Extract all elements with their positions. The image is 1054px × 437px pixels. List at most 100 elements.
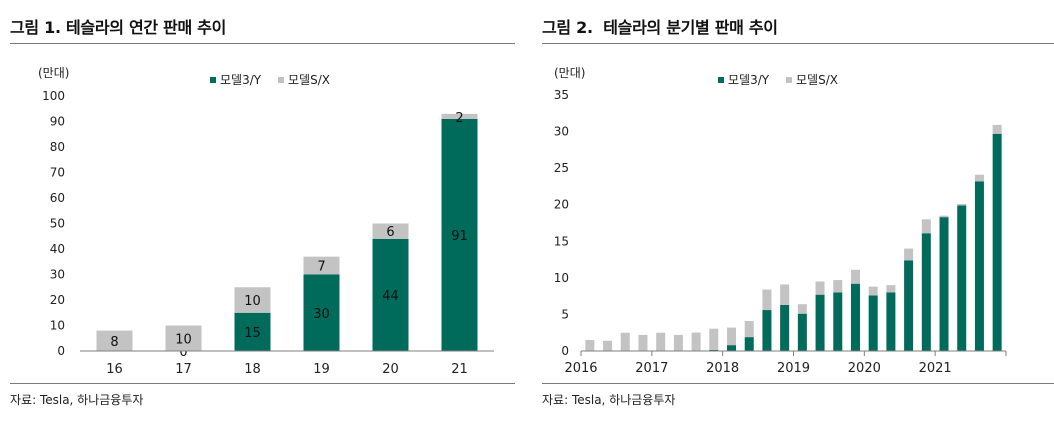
bar-segment [780, 284, 790, 305]
bar-segment [957, 205, 967, 351]
legend-swatch [718, 77, 724, 83]
legend-swatch [786, 77, 792, 83]
y-tick-label: 5 [561, 307, 569, 321]
legend-label: 모델3/Y [220, 73, 262, 87]
bar-segment [886, 285, 896, 293]
quarterly-sales-panel: 그림 2. 테슬라의 분기별 판매 추이 (만대) 0 5 10 15 20 25 30 35 2… [532, 0, 1054, 437]
bar-segment [868, 286, 878, 296]
title-divider [542, 43, 1054, 44]
y-tick-label: 20 [50, 293, 65, 307]
bar-segment [234, 287, 271, 313]
y-tick-label: 10 [50, 319, 65, 333]
x-tick-label: 19 [313, 362, 330, 377]
bar-segment [727, 327, 737, 346]
footer-divider [542, 383, 1054, 384]
bar-segment [957, 203, 967, 206]
chart-title: 그림 2. 테슬라의 분기별 판매 추이 [542, 18, 778, 37]
data-label: 44 [382, 289, 399, 304]
y-tick-label: 10 [554, 271, 569, 285]
x-tick-label: 2020 [848, 361, 881, 376]
bar-segment [833, 292, 843, 351]
bar-segment [939, 215, 949, 218]
legend-label: 모델S/X [796, 73, 838, 87]
data-label: 15 [244, 326, 261, 341]
bar-segment [165, 325, 202, 351]
x-tick-label: 21 [451, 362, 468, 377]
bar-segment [709, 328, 719, 350]
x-tick-label: 2018 [706, 361, 739, 376]
bar-segment [638, 334, 648, 351]
bar-segment [886, 292, 896, 351]
data-label: 91 [451, 229, 468, 244]
data-label: 2 [455, 111, 463, 126]
legend-label: 모델S/X [288, 73, 330, 87]
bar-segment [96, 330, 133, 351]
y-tick-label: 80 [50, 140, 65, 154]
legend-label: 모델3/Y [728, 73, 770, 87]
bar-segment [921, 233, 931, 351]
x-tick-label: 2016 [564, 361, 597, 376]
bar-segment [441, 113, 478, 119]
x-tick-label: 17 [175, 362, 192, 377]
bar-segment [797, 304, 807, 314]
x-tick-label: 2017 [635, 361, 668, 376]
bar-segment [939, 217, 949, 351]
y-tick-label: 20 [554, 198, 569, 212]
bar-segment [620, 332, 630, 351]
bar-segment [904, 248, 914, 261]
y-tick-label: 0 [57, 344, 65, 358]
chart-title: 그림 1. 테슬라의 연간 판매 추이 [10, 18, 227, 37]
bar-segment [441, 118, 478, 351]
x-tick-label: 20 [382, 362, 399, 377]
bar-segment [603, 340, 613, 351]
data-label: 6 [386, 225, 394, 240]
data-label: 10 [244, 294, 261, 309]
title-divider [10, 43, 515, 44]
bar-segment [992, 133, 1002, 351]
data-label: 10 [175, 332, 192, 347]
bar-segment [303, 256, 340, 275]
bar-segment [904, 260, 914, 351]
x-tick-label: 18 [244, 362, 261, 377]
data-label: 8 [110, 335, 118, 350]
unit-label: (만대) [554, 66, 585, 80]
y-tick-label: 50 [50, 217, 65, 231]
bar-segment [868, 295, 878, 351]
bar-segment [727, 345, 737, 351]
y-tick-label: 60 [50, 191, 65, 205]
data-label: 7 [317, 260, 325, 275]
unit-label: (만대) [38, 66, 69, 80]
bar-segment [797, 313, 807, 351]
data-label: 0 [179, 345, 187, 360]
bar-segment [744, 337, 754, 351]
y-tick-label: 25 [554, 161, 569, 175]
bar-segment [921, 219, 931, 234]
bar-segment [974, 181, 984, 351]
x-tick-label: 16 [106, 362, 123, 377]
y-tick-label: 100 [42, 89, 65, 103]
bar-segment [744, 321, 754, 338]
y-tick-label: 40 [50, 242, 65, 256]
y-tick-label: 30 [50, 268, 65, 282]
bar-segment [691, 332, 701, 351]
bar-segment [992, 124, 1002, 134]
quarterly-sales-chart: (만대) 0 5 10 15 20 25 30 35 2016 2017 2018 2019 2020 20… [554, 66, 1007, 376]
annual-sales-panel: 그림 1. 테슬라의 연간 판매 추이 (만대) 0 10 20 30 40 50 60 70 8… [0, 0, 515, 437]
bar-segment [709, 349, 719, 351]
y-tick-label: 30 [554, 125, 569, 139]
bar-segment [762, 310, 772, 351]
bar-segment [833, 280, 843, 293]
bar-segment [372, 238, 409, 351]
bar-segment [762, 289, 772, 311]
bar-segment [850, 269, 860, 284]
bar-segment [234, 312, 271, 351]
y-tick-label: 70 [50, 166, 65, 180]
footer-divider [10, 383, 515, 384]
bar-segment [673, 334, 683, 351]
x-tick-label: 2021 [919, 361, 952, 376]
bar-segment [780, 304, 790, 351]
y-tick-label: 15 [554, 234, 569, 248]
bar-segment [585, 340, 595, 351]
bar-segment [303, 274, 340, 351]
x-tick-label: 2019 [777, 361, 810, 376]
